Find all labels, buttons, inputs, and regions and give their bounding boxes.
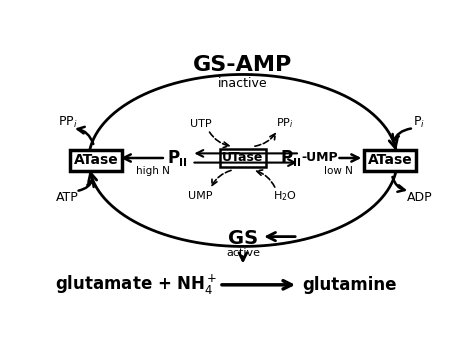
Text: PP$_i$: PP$_i$ [276,117,294,131]
Text: GS-AMP: GS-AMP [193,55,292,75]
Text: P: P [281,149,293,167]
Text: UTase: UTase [222,152,264,164]
Text: low N: low N [324,166,353,176]
Text: active: active [226,247,260,258]
Text: high N: high N [136,166,170,176]
Text: inactive: inactive [218,77,268,90]
Text: P: P [167,149,179,167]
Text: GS: GS [228,229,258,248]
Text: ATase: ATase [73,154,118,167]
Text: PP$_i$: PP$_i$ [57,115,77,129]
Text: II: II [293,158,301,168]
Text: glutamine: glutamine [302,276,397,294]
Text: ATase: ATase [367,154,412,167]
Text: ATP: ATP [56,191,79,204]
Text: H$_2$O: H$_2$O [273,189,297,203]
Text: P$_i$: P$_i$ [413,115,425,129]
Text: UTP: UTP [190,119,211,128]
Text: II: II [180,158,187,168]
Text: UMP: UMP [189,191,213,201]
Text: -UMP: -UMP [302,152,338,164]
Text: glutamate + NH$_4^+$: glutamate + NH$_4^+$ [55,273,218,297]
Text: ADP: ADP [406,191,432,204]
